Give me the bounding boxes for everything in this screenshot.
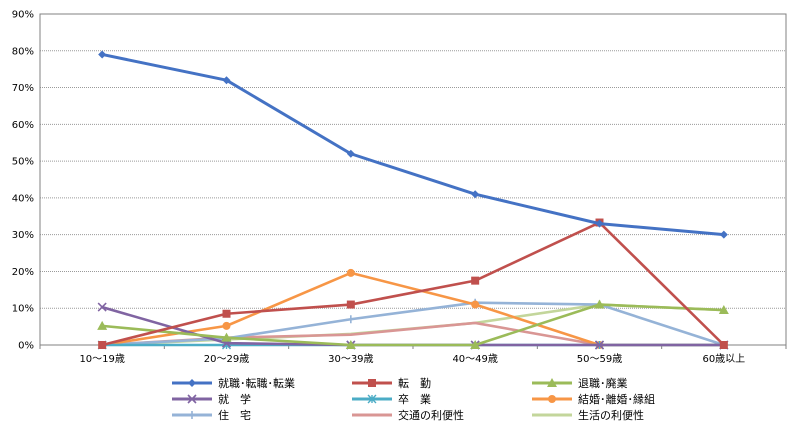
data-point-marker — [346, 268, 355, 277]
y-tick-label: 30% — [12, 230, 34, 241]
series-6 — [98, 268, 728, 349]
y-tick-label: 40% — [12, 193, 34, 204]
axes: 0% 10% 20% 30% 40% 50% 60% 70% 80% 90% 10～19歳 20～29… — [12, 10, 787, 365]
data-point-marker — [97, 320, 108, 330]
series-line — [102, 303, 724, 347]
legend-label: 住 宅 — [218, 408, 251, 422]
y-tick-label: 20% — [12, 267, 34, 278]
series-line — [101, 221, 725, 347]
x-tick-label: 30～39歳 — [328, 353, 373, 365]
gridlines — [39, 13, 787, 346]
x-tick-label: 20～29歳 — [204, 353, 249, 365]
data-point-marker — [188, 379, 196, 387]
data-point-marker — [187, 394, 197, 404]
data-point-marker — [97, 302, 107, 312]
data-point-marker — [594, 340, 605, 350]
data-point-marker — [471, 190, 480, 199]
data-point-marker — [595, 219, 604, 228]
data-point-marker — [548, 395, 556, 403]
data-point-marker — [367, 394, 377, 404]
x-tick-label: 10～19歳 — [79, 353, 124, 365]
legend-entry: 結婚･離婚･縁組 — [532, 392, 655, 406]
series-1 — [98, 50, 728, 239]
legend-entry: 退職･廃業 — [532, 376, 628, 390]
series-3 — [97, 299, 729, 349]
data-point-marker — [346, 315, 355, 324]
legend-label: 卒 業 — [398, 392, 431, 406]
data-point-marker — [471, 276, 480, 285]
legend-entry: 交通の利便性 — [352, 408, 464, 422]
y-tick-label: 90% — [12, 10, 34, 21]
data-point-marker — [222, 309, 231, 318]
data-point-marker — [345, 340, 356, 349]
data-point-marker — [346, 300, 355, 309]
y-tick-label: 80% — [12, 46, 34, 57]
legend-entry: 卒 業 — [352, 392, 431, 406]
data-point-marker — [719, 230, 728, 239]
data-point-marker — [547, 378, 557, 387]
legend-label: 結婚･離婚･縁組 — [578, 392, 655, 406]
data-point-marker — [188, 411, 196, 419]
y-tick-label: 10% — [12, 304, 34, 315]
legend-entry: 住 宅 — [172, 408, 251, 422]
data-point-marker — [346, 149, 355, 158]
legend-label: 転 勤 — [398, 377, 431, 390]
y-tick-label: 70% — [12, 83, 34, 94]
data-point-marker — [471, 300, 480, 309]
legend-label: 就職･転職･転業 — [218, 376, 295, 390]
legend-label: 生活の利便性 — [578, 408, 644, 422]
data-point-marker — [718, 305, 729, 315]
y-tick-label: 50% — [12, 157, 34, 168]
legend-label: 就 学 — [218, 392, 251, 406]
legend-entry: 生活の利便性 — [532, 408, 644, 422]
data-point-marker — [222, 321, 231, 330]
legend-entry: 就 学 — [172, 392, 251, 406]
data-point-marker — [98, 50, 107, 59]
data-point-marker — [221, 332, 232, 342]
data-point-marker — [222, 76, 231, 85]
x-tick-label: 40～49歳 — [452, 353, 497, 365]
legend: 就職･転職･転業 転 勤 退職･廃業就 学 卒 業 結婚･離婚･縁組住 宅 交通の利便性 生… — [172, 376, 655, 422]
y-tick-label: 60% — [12, 120, 34, 131]
data-point-marker — [719, 341, 728, 349]
series-line — [102, 301, 725, 347]
y-tick-label: 0% — [18, 341, 34, 352]
series-lines — [97, 50, 729, 350]
data-point-marker — [98, 341, 107, 349]
data-point-marker — [470, 340, 481, 349]
legend-label: 退職･廃業 — [578, 376, 628, 390]
x-tick-label: 60歳以上 — [702, 353, 745, 365]
series-line — [101, 52, 724, 237]
x-tick-label: 50～59歳 — [577, 353, 622, 365]
legend-entry: 転 勤 — [352, 377, 431, 390]
data-point-marker — [594, 299, 605, 309]
data-point-marker — [368, 379, 376, 387]
legend-label: 交通の利便性 — [398, 408, 464, 422]
legend-entry: 就職･転職･転業 — [172, 376, 295, 390]
